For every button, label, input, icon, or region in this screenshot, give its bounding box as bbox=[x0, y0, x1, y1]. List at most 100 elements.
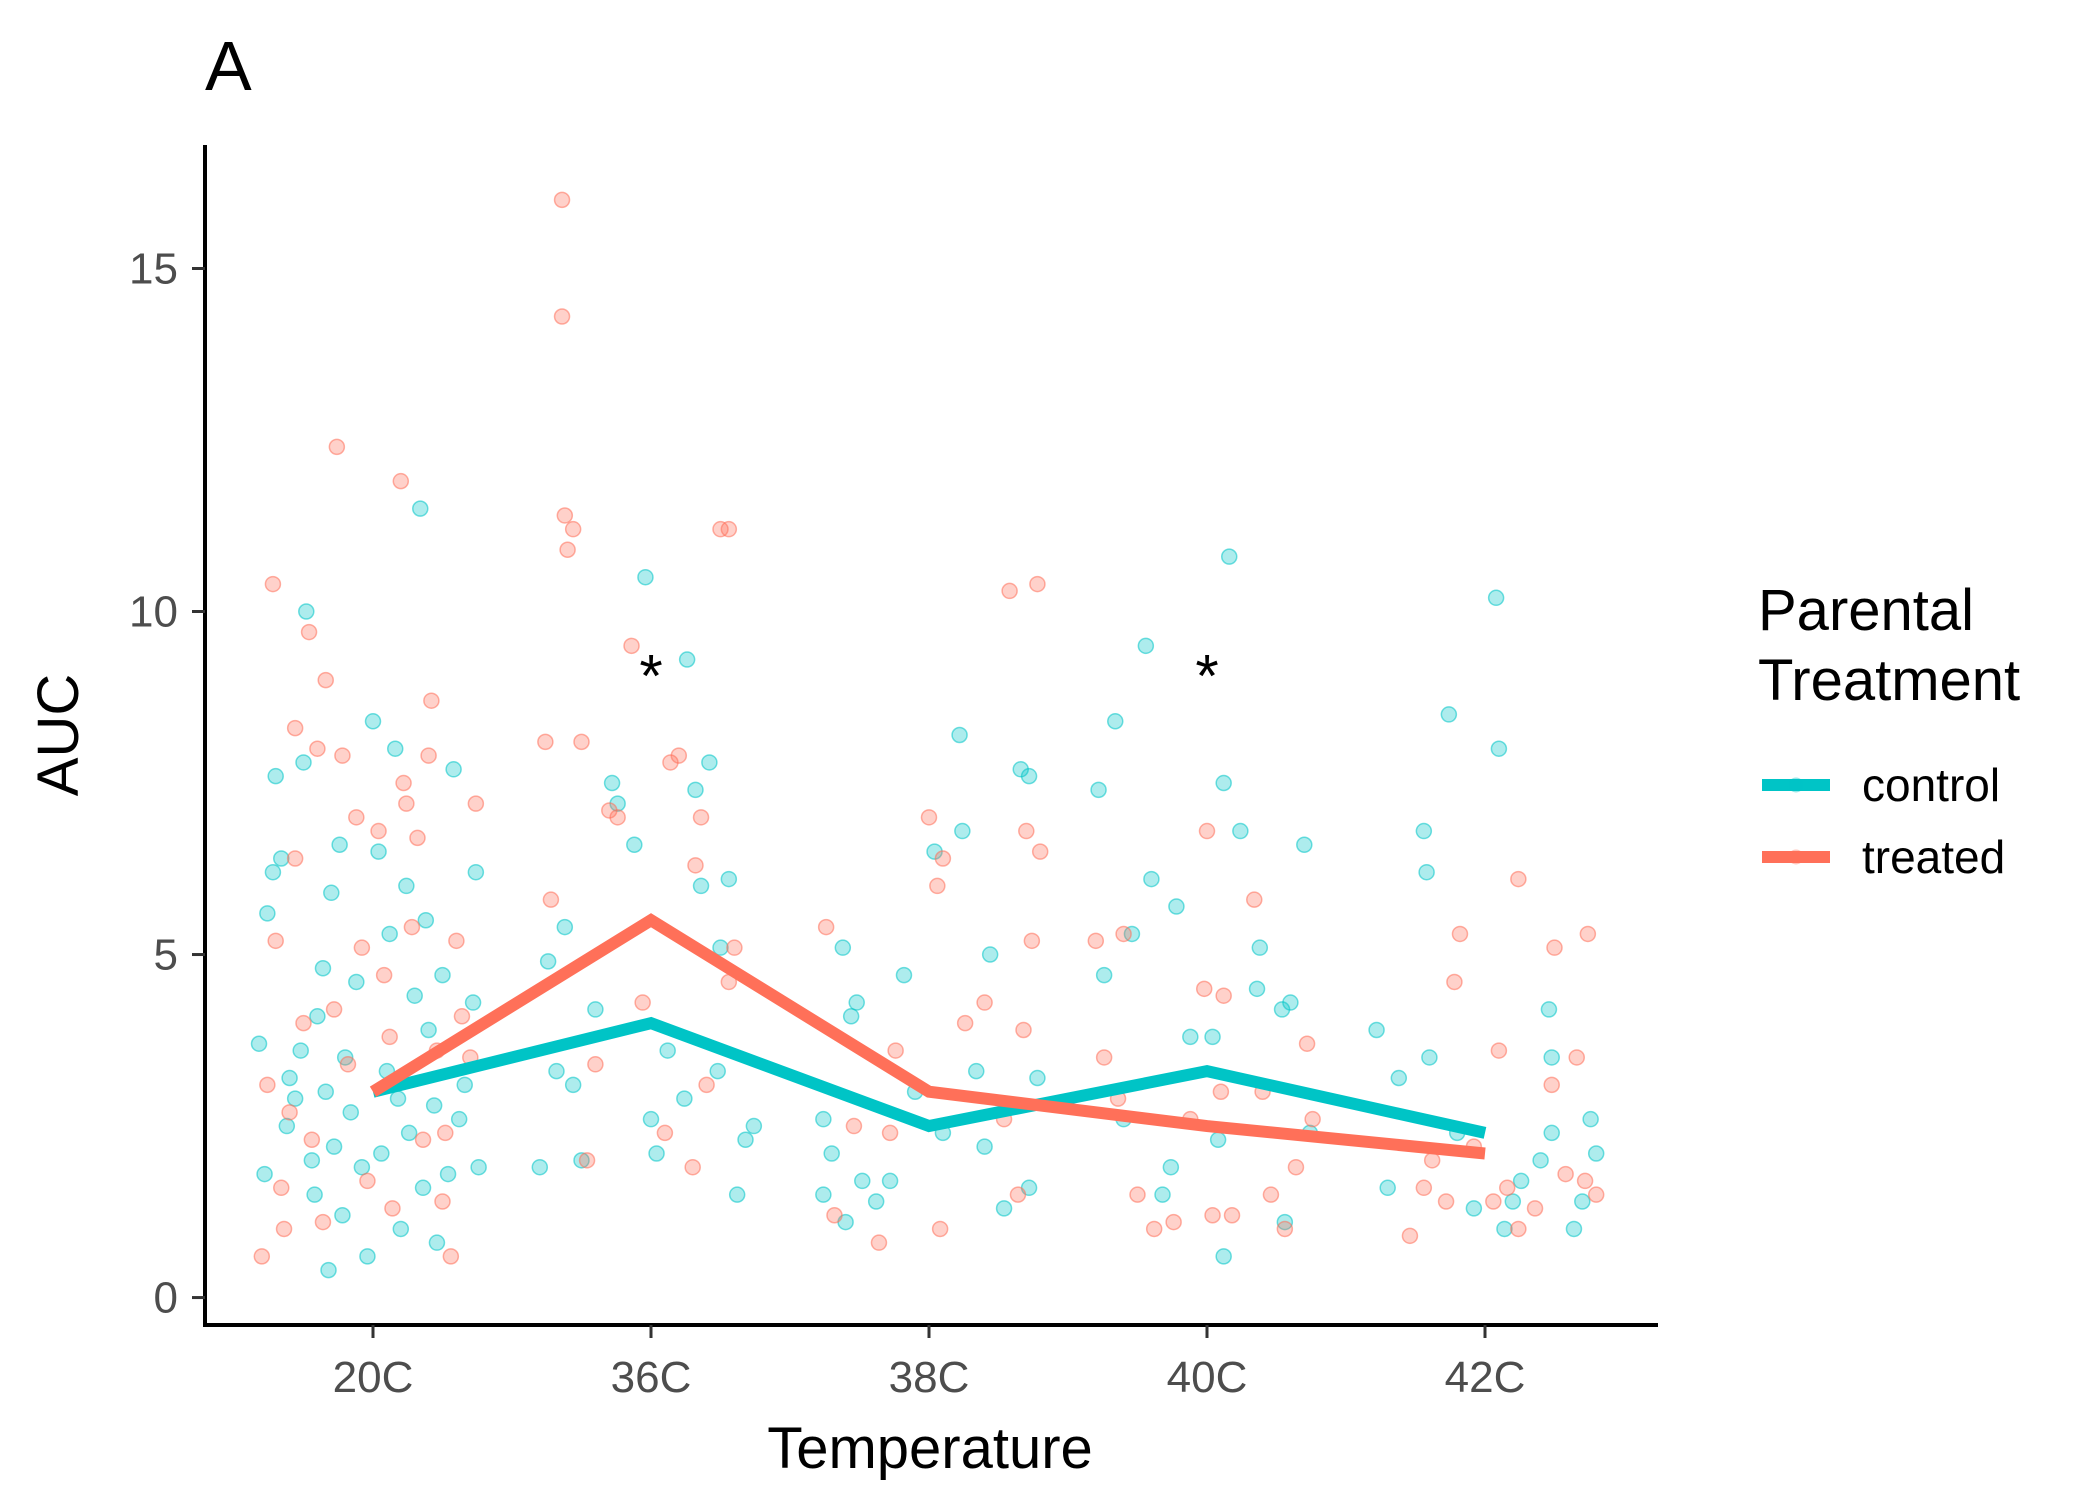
data-point-control bbox=[364, 713, 382, 730]
data-point-control bbox=[737, 1131, 754, 1149]
data-point-treated bbox=[956, 1014, 974, 1032]
data-point-treated bbox=[720, 520, 738, 538]
data-point-control bbox=[1154, 1186, 1171, 1203]
x-tick-label: 42C bbox=[1445, 1353, 1526, 1402]
series-line-control bbox=[371, 1016, 1487, 1139]
data-point-control bbox=[539, 953, 557, 970]
data-point-control bbox=[556, 918, 574, 936]
data-point-treated bbox=[1510, 1220, 1527, 1238]
data-point-treated bbox=[1485, 1193, 1502, 1210]
data-point-treated bbox=[934, 850, 952, 867]
data-point-treated bbox=[275, 1220, 293, 1238]
data-point-treated bbox=[1031, 843, 1049, 860]
data-point-control bbox=[676, 1090, 693, 1107]
data-point-treated bbox=[1009, 1186, 1027, 1203]
data-point-treated bbox=[656, 1124, 674, 1142]
data-point-treated bbox=[375, 966, 393, 984]
data-point-control bbox=[425, 1097, 443, 1114]
data-point-control bbox=[1543, 1124, 1560, 1142]
data-point-treated bbox=[334, 747, 351, 764]
data-point-treated bbox=[295, 1014, 312, 1032]
data-point-treated bbox=[325, 1001, 343, 1018]
data-point-control bbox=[412, 500, 429, 517]
data-point-treated bbox=[559, 541, 576, 559]
data-point-control bbox=[709, 1062, 726, 1080]
data-point-control bbox=[573, 1152, 590, 1169]
data-point-control bbox=[1415, 822, 1433, 840]
data-point-treated bbox=[1001, 582, 1018, 600]
data-point-control bbox=[445, 761, 462, 778]
data-point-treated bbox=[887, 1042, 904, 1059]
data-point-treated bbox=[1526, 1200, 1544, 1217]
data-point-control bbox=[373, 1145, 390, 1162]
data-point-treated bbox=[1437, 1193, 1455, 1210]
data-point-treated bbox=[281, 1104, 298, 1121]
data-point-control bbox=[1248, 980, 1266, 998]
significance-annotations: * * bbox=[639, 642, 1218, 709]
data-point-control bbox=[406, 987, 423, 1004]
data-point-treated bbox=[309, 740, 326, 757]
x-axis-title: Temperature bbox=[767, 1416, 1093, 1481]
data-point-treated bbox=[286, 719, 304, 737]
data-point-control bbox=[648, 1145, 665, 1162]
data-point-control bbox=[331, 836, 348, 854]
legend-title-line-2: Treatment bbox=[1758, 648, 2020, 713]
data-point-control bbox=[1215, 1248, 1232, 1265]
data-point-control bbox=[267, 767, 284, 785]
data-point-treated bbox=[976, 994, 993, 1011]
data-point-control bbox=[1421, 1049, 1438, 1066]
data-point-control bbox=[1162, 1158, 1180, 1176]
x-tick-label: 38C bbox=[889, 1353, 970, 1402]
data-point-control bbox=[995, 1200, 1013, 1217]
significance-asterisk: * bbox=[639, 642, 662, 709]
data-point-control bbox=[456, 1076, 473, 1094]
data-point-control bbox=[1215, 774, 1232, 792]
data-point-control bbox=[1379, 1179, 1396, 1197]
data-point-treated bbox=[286, 850, 304, 867]
data-point-control bbox=[1232, 822, 1249, 840]
data-point-treated bbox=[1304, 1110, 1321, 1128]
data-point-treated bbox=[553, 308, 571, 325]
data-point-control bbox=[659, 1042, 676, 1059]
data-point-treated bbox=[467, 795, 485, 812]
data-point-control bbox=[1107, 713, 1124, 730]
data-point-control bbox=[1209, 1131, 1227, 1149]
data-point-treated bbox=[1510, 870, 1527, 888]
data-point-control bbox=[1137, 637, 1155, 655]
data-point-control bbox=[1504, 1193, 1522, 1210]
data-point-treated bbox=[1165, 1213, 1182, 1231]
data-point-control bbox=[278, 1117, 296, 1135]
data-point-control bbox=[881, 1172, 899, 1190]
data-point-treated bbox=[395, 774, 412, 792]
data-point-control bbox=[823, 1145, 840, 1162]
data-point-treated bbox=[423, 692, 440, 709]
data-point-control bbox=[306, 1186, 323, 1203]
data-point-treated bbox=[1087, 932, 1105, 950]
data-point-control bbox=[386, 740, 404, 757]
x-tick-label: 40C bbox=[1167, 1353, 1248, 1402]
data-point-control bbox=[834, 939, 852, 956]
data-point-control bbox=[712, 939, 729, 956]
data-point-treated bbox=[587, 1056, 604, 1073]
data-point-control bbox=[678, 651, 696, 668]
data-point-control bbox=[1440, 706, 1458, 723]
series-line-treated bbox=[369, 913, 1486, 1160]
data-point-treated bbox=[609, 809, 626, 826]
data-point-treated bbox=[1212, 1083, 1230, 1100]
data-point-treated bbox=[687, 857, 704, 874]
data-point-treated bbox=[1298, 1035, 1316, 1052]
data-point-treated bbox=[392, 472, 410, 490]
data-point-control bbox=[1182, 1028, 1199, 1046]
data-point-control bbox=[320, 1261, 337, 1279]
data-point-control bbox=[848, 994, 865, 1011]
data-point-treated bbox=[929, 877, 946, 895]
data-point-control bbox=[1123, 925, 1141, 943]
data-point-treated bbox=[564, 520, 582, 538]
data-point-treated bbox=[556, 507, 574, 524]
data-point-control bbox=[292, 1042, 309, 1059]
data-point-control bbox=[1540, 1001, 1558, 1018]
data-point-treated bbox=[1490, 1042, 1508, 1059]
data-point-treated bbox=[273, 1179, 290, 1197]
data-point-treated bbox=[303, 1131, 321, 1149]
data-point-control bbox=[420, 1021, 437, 1039]
